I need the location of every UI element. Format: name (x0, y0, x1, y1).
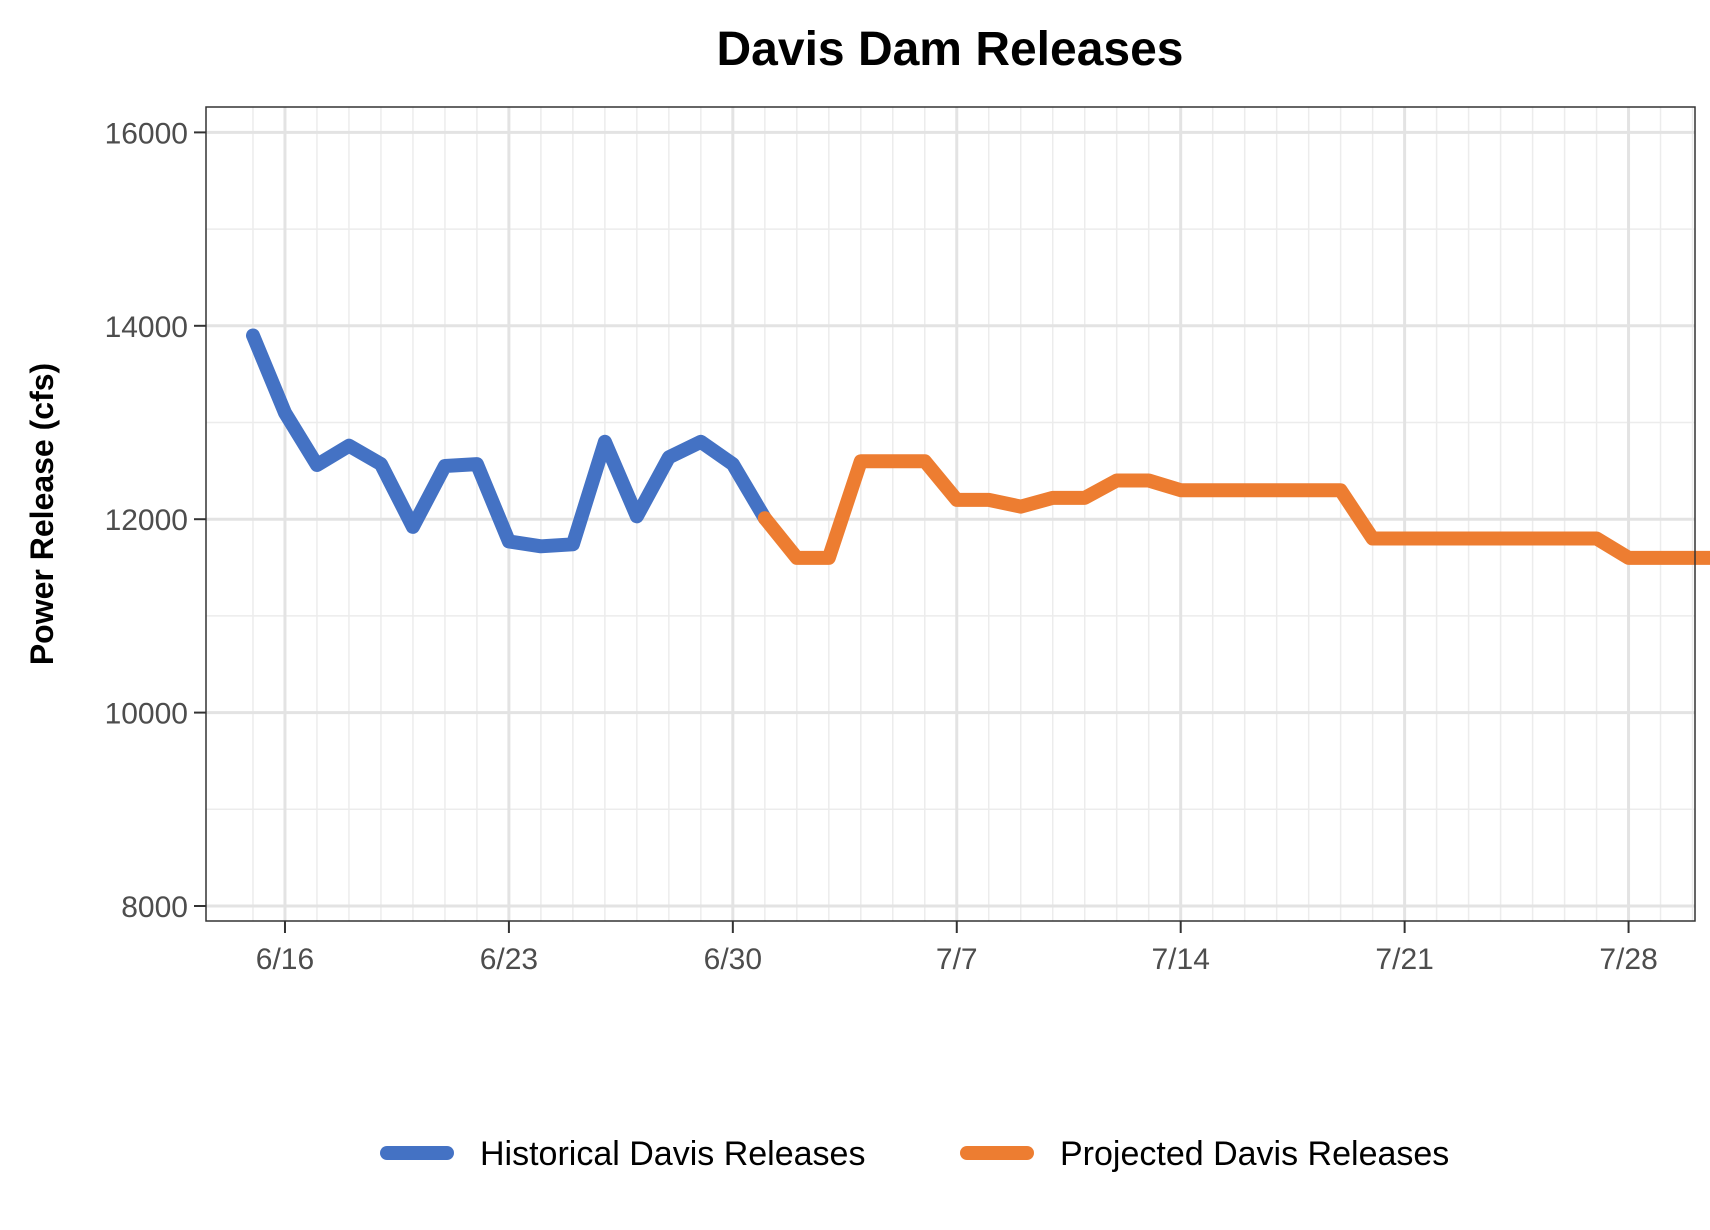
y-axis-label: Power Release (cfs) (24, 363, 60, 665)
legend-label-projected: Projected Davis Releases (1060, 1135, 1449, 1173)
y-tick-label: 14000 (105, 311, 188, 344)
grid-layer (206, 107, 1695, 921)
y-tick-label: 10000 (105, 698, 188, 731)
chart-title: Davis Dam Releases (717, 23, 1184, 76)
x-tick-label: 7/21 (1375, 943, 1433, 976)
x-tick-label: 6/30 (704, 943, 762, 976)
x-tick-label: 7/28 (1599, 943, 1657, 976)
legend-label-historical: Historical Davis Releases (480, 1135, 865, 1173)
legend: Historical Davis Releases Projected Davi… (380, 1135, 1449, 1173)
x-tick-label: 6/16 (256, 943, 314, 976)
axis-layer: 8000 10000 12000 14000 16000 6/16 6/23 6/30 7/7 7… (105, 117, 1658, 976)
series-line-historical (246, 328, 772, 554)
y-tick-label: 16000 (105, 117, 188, 150)
y-tick-label: 8000 (121, 891, 188, 924)
x-tick-label: 6/23 (480, 943, 538, 976)
plot-panel-border (205, 106, 1696, 922)
series-line-projected (757, 454, 1710, 565)
y-tick-label: 12000 (105, 504, 188, 537)
x-tick-label: 7/7 (936, 943, 978, 976)
series-layer (246, 328, 1710, 565)
x-tick-label: 7/14 (1152, 943, 1210, 976)
